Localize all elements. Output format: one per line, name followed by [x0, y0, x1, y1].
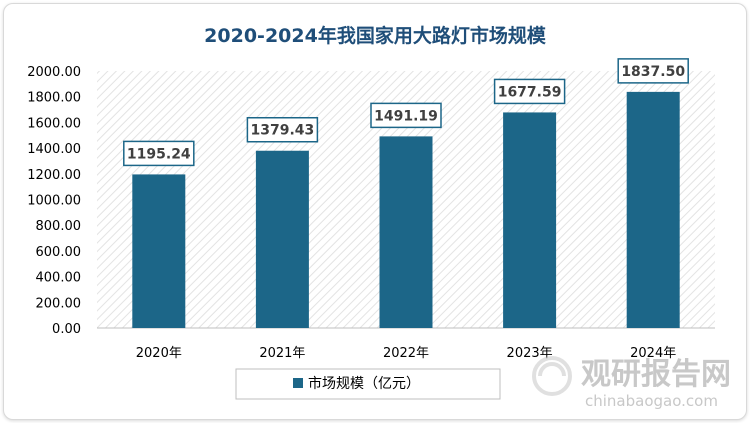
- watermark-text-en: chinabaogao.com: [585, 392, 718, 410]
- bar: [626, 91, 680, 328]
- bar: [255, 150, 309, 328]
- y-tick-label: 1200.00: [27, 168, 81, 183]
- x-axis-ticks: 2020年 2021年 2022年 2023年 2024年: [136, 346, 676, 361]
- chart-title: 2020-2024年我国家用大路灯市场规模: [204, 24, 547, 47]
- y-tick-label: 1800.00: [27, 91, 81, 106]
- x-tick-label: 2023年: [507, 346, 553, 361]
- bar: [379, 136, 433, 328]
- y-tick-label: 1000.00: [27, 194, 81, 209]
- y-tick-label: 400.00: [36, 271, 82, 286]
- bars: [132, 91, 680, 328]
- y-tick-label: 800.00: [36, 219, 82, 234]
- legend-label: 市场规模（亿元）: [308, 375, 420, 392]
- x-tick-label: 2024年: [630, 346, 676, 361]
- y-tick-label: 600.00: [36, 245, 82, 260]
- bar: [503, 112, 557, 328]
- data-label-box: [617, 58, 689, 84]
- data-labels: 1195.24 1379.43 1491.19 1677.59 1837.50: [123, 58, 689, 167]
- bar: [132, 174, 186, 328]
- data-label-box: [246, 116, 319, 143]
- data-label-box: [370, 102, 442, 129]
- data-label: 1195.24: [127, 146, 191, 162]
- y-tick-label: 1400.00: [27, 142, 81, 157]
- x-tick-label: 2020年: [136, 346, 182, 361]
- y-tick-label: 0.00: [52, 322, 81, 337]
- watermark-text-cn: 观研报告网: [581, 357, 731, 392]
- legend-swatch: [293, 378, 303, 388]
- y-tick-label: 1600.00: [27, 116, 81, 131]
- y-tick-label: 2000.00: [27, 65, 81, 80]
- watermark-logo: [532, 356, 572, 396]
- legend-box: [235, 368, 501, 400]
- data-label: 1677.59: [498, 84, 562, 100]
- data-label: 1379.43: [251, 123, 315, 139]
- data-label-box: [123, 140, 195, 167]
- x-tick-label: 2021年: [259, 346, 305, 361]
- x-tick-label: 2022年: [383, 346, 429, 361]
- y-axis-ticks: 0.00 200.00 400.00 600.00 800.00 1000.00 1200.…: [27, 65, 81, 337]
- y-tick-label: 200.00: [36, 296, 82, 311]
- data-label: 1491.19: [374, 108, 438, 124]
- data-label-box: [493, 78, 566, 105]
- data-label: 1837.50: [621, 64, 685, 80]
